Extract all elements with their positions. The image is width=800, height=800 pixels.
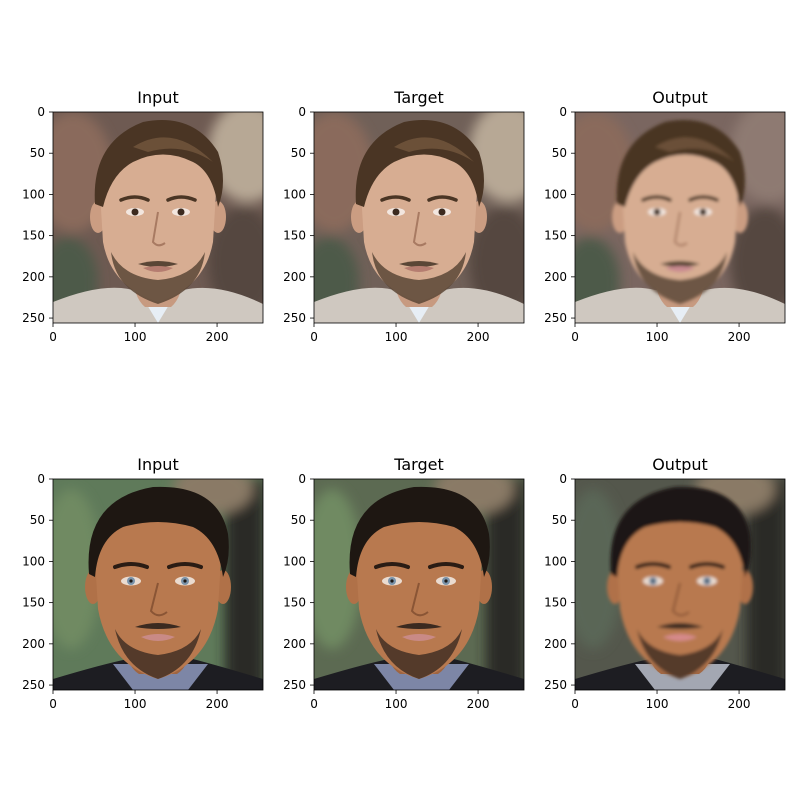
x-tick-label: 100 <box>124 697 147 711</box>
panel-title: Output <box>652 455 708 474</box>
y-tick-label: 50 <box>552 513 567 527</box>
panel-0: Input 0 100 200 0 50 100 150 200 250 <box>22 88 264 344</box>
y-tick-label: 0 <box>559 105 567 119</box>
y-tick-label: 200 <box>283 270 306 284</box>
axes-frame <box>574 111 786 324</box>
y-tick-label: 100 <box>22 187 45 201</box>
y-tick-label: 0 <box>298 105 306 119</box>
y-tick-label: 250 <box>544 678 567 692</box>
photo <box>314 479 524 690</box>
x-tick-label: 100 <box>124 330 147 344</box>
y-tick-label: 100 <box>22 554 45 568</box>
y-tick-label: 0 <box>37 105 45 119</box>
x-tick-label: 0 <box>571 330 579 344</box>
panel-title: Input <box>137 455 178 474</box>
y-tick-label: 100 <box>283 554 306 568</box>
y-tick-label: 50 <box>291 146 306 160</box>
y-tick-label: 200 <box>22 270 45 284</box>
y-tick-label: 0 <box>298 472 306 486</box>
y-tick-label: 250 <box>283 678 306 692</box>
panel-1: Target 0 100 200 0 50 100 150 200 250 <box>283 88 525 344</box>
y-tick-label: 150 <box>283 596 306 610</box>
axes-frame <box>313 111 525 324</box>
y-tick-label: 250 <box>544 311 567 325</box>
photo <box>53 112 263 323</box>
panel-2: Output 0 100 200 0 50 100 150 200 250 <box>544 88 786 344</box>
y-tick-label: 50 <box>30 146 45 160</box>
x-tick-label: 100 <box>385 330 408 344</box>
axes-frame <box>313 478 525 691</box>
x-tick-label: 0 <box>571 697 579 711</box>
panel-3: Input 0 100 200 0 50 100 150 200 250 <box>22 455 264 711</box>
y-tick-label: 150 <box>22 596 45 610</box>
y-tick-label: 0 <box>37 472 45 486</box>
y-tick-label: 200 <box>544 637 567 651</box>
panel-4: Target 0 100 200 0 50 100 150 200 250 <box>283 455 525 711</box>
panel-title: Input <box>137 88 178 107</box>
y-tick-label: 150 <box>283 229 306 243</box>
x-tick-label: 100 <box>385 697 408 711</box>
y-tick-label: 100 <box>544 187 567 201</box>
x-tick-label: 100 <box>646 697 669 711</box>
x-tick-label: 0 <box>49 697 57 711</box>
photo <box>575 112 785 323</box>
y-tick-label: 250 <box>22 678 45 692</box>
photo <box>575 479 785 690</box>
y-tick-label: 250 <box>22 311 45 325</box>
panel-title: Output <box>652 88 708 107</box>
y-tick-label: 50 <box>552 146 567 160</box>
y-tick-label: 150 <box>544 229 567 243</box>
x-tick-label: 200 <box>728 697 751 711</box>
axes-frame <box>574 478 786 691</box>
y-tick-label: 200 <box>283 637 306 651</box>
y-tick-label: 200 <box>22 637 45 651</box>
x-tick-label: 100 <box>646 330 669 344</box>
x-tick-label: 200 <box>206 697 229 711</box>
y-tick-label: 50 <box>30 513 45 527</box>
panel-title: Target <box>393 88 444 107</box>
x-tick-label: 0 <box>310 330 318 344</box>
axes-frame <box>52 111 264 324</box>
x-tick-label: 200 <box>467 697 490 711</box>
y-tick-label: 150 <box>22 229 45 243</box>
x-tick-label: 0 <box>49 330 57 344</box>
y-tick-label: 100 <box>283 187 306 201</box>
y-tick-label: 250 <box>283 311 306 325</box>
y-tick-label: 0 <box>559 472 567 486</box>
photo <box>53 479 263 690</box>
x-tick-label: 200 <box>467 330 490 344</box>
axes-frame <box>52 478 264 691</box>
y-tick-label: 50 <box>291 513 306 527</box>
x-tick-label: 0 <box>310 697 318 711</box>
y-tick-label: 150 <box>544 596 567 610</box>
panel-5: Output 0 100 200 0 50 100 150 200 250 <box>544 455 786 711</box>
y-tick-label: 100 <box>544 554 567 568</box>
panel-title: Target <box>393 455 444 474</box>
x-tick-label: 200 <box>206 330 229 344</box>
y-tick-label: 200 <box>544 270 567 284</box>
x-tick-label: 200 <box>728 330 751 344</box>
photo <box>314 112 524 323</box>
